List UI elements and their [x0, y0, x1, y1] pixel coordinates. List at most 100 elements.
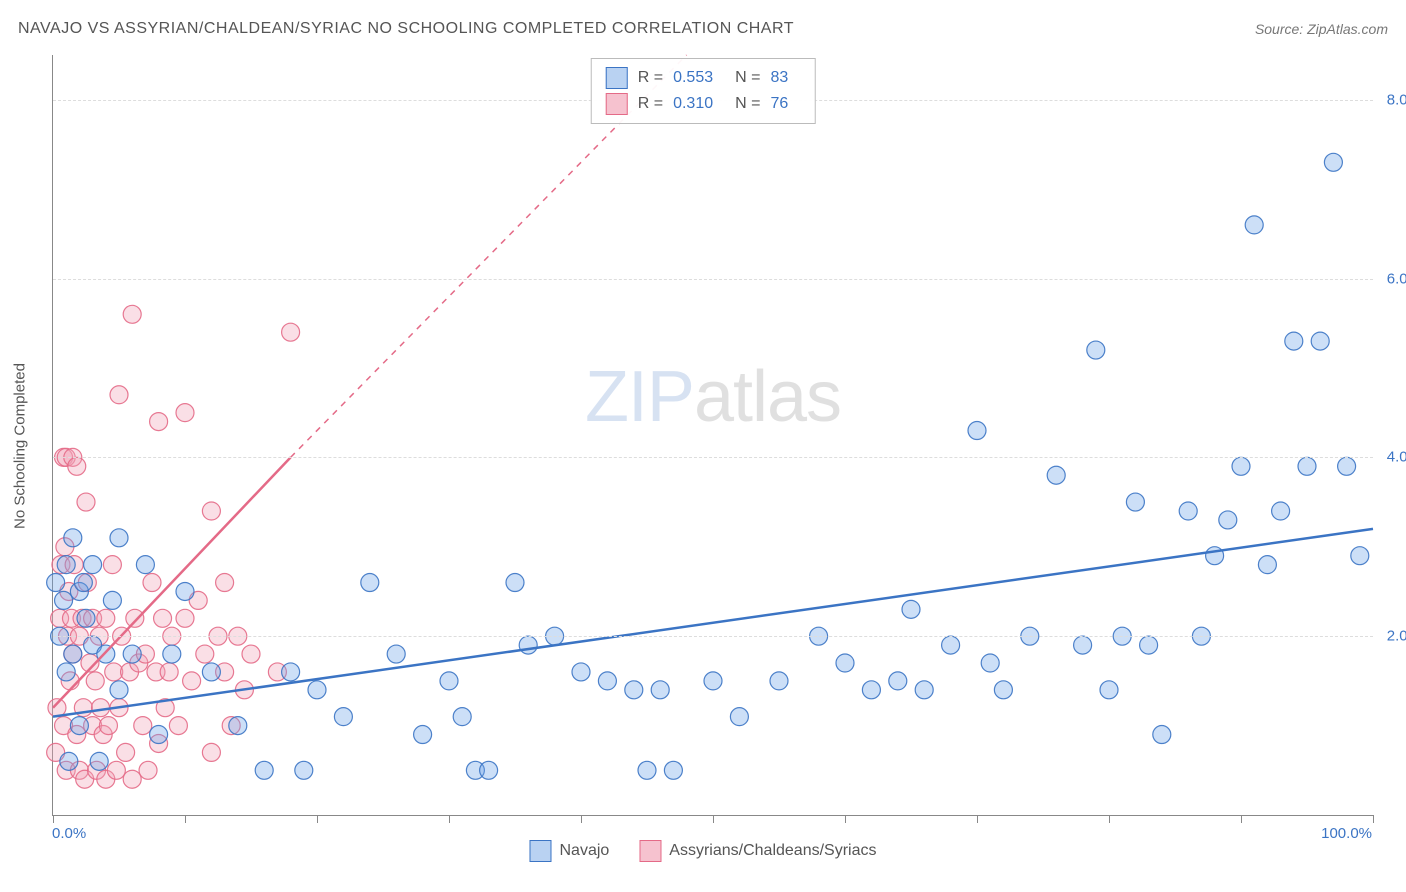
stat-n-label: N =	[735, 95, 760, 113]
scatter-plot	[53, 55, 1373, 815]
stat-r-value: 0.310	[673, 95, 713, 113]
data-point	[1338, 457, 1356, 475]
x-tick	[449, 815, 450, 823]
data-point	[295, 761, 313, 779]
stat-r-value: 0.553	[673, 69, 713, 87]
data-point	[68, 457, 86, 475]
stat-r-label: R =	[638, 95, 663, 113]
data-point	[196, 645, 214, 663]
data-point	[202, 502, 220, 520]
data-point	[651, 681, 669, 699]
data-point	[994, 681, 1012, 699]
data-point	[968, 422, 986, 440]
data-point	[123, 770, 141, 788]
data-point	[770, 672, 788, 690]
data-point	[163, 645, 181, 663]
series-swatch	[606, 93, 628, 115]
data-point	[598, 672, 616, 690]
source-credit: Source: ZipAtlas.com	[1255, 21, 1388, 37]
data-point	[84, 556, 102, 574]
data-point	[134, 717, 152, 735]
data-point	[1179, 502, 1197, 520]
data-point	[60, 752, 78, 770]
data-point	[1140, 636, 1158, 654]
data-point	[282, 323, 300, 341]
data-point	[176, 609, 194, 627]
data-point	[74, 574, 92, 592]
legend-label: Navajo	[559, 842, 609, 860]
data-point	[77, 609, 95, 627]
header: NAVAJO VS ASSYRIAN/CHALDEAN/SYRIAC NO SC…	[18, 20, 1388, 38]
data-point	[308, 681, 326, 699]
y-axis-label: No Schooling Completed	[12, 363, 29, 529]
x-tick	[581, 815, 582, 823]
stat-n-value: 76	[770, 95, 788, 113]
stats-legend-row: R = 0.553N = 83	[606, 65, 801, 91]
x-tick	[1373, 815, 1374, 823]
stats-legend-row: R = 0.310 N = 76	[606, 91, 801, 117]
x-tick	[713, 815, 714, 823]
legend-item: Assyrians/Chaldeans/Syriacs	[639, 840, 876, 862]
data-point	[387, 645, 405, 663]
data-point	[981, 654, 999, 672]
data-point	[136, 556, 154, 574]
data-point	[664, 761, 682, 779]
data-point	[480, 761, 498, 779]
data-point	[282, 663, 300, 681]
data-point	[1351, 547, 1369, 565]
x-tick	[185, 815, 186, 823]
data-point	[64, 529, 82, 547]
data-point	[255, 761, 273, 779]
data-point	[70, 717, 88, 735]
data-point	[889, 672, 907, 690]
legend-label: Assyrians/Chaldeans/Syriacs	[669, 842, 876, 860]
data-point	[47, 574, 65, 592]
data-point	[1298, 457, 1316, 475]
data-point	[229, 717, 247, 735]
x-tick	[1241, 815, 1242, 823]
data-point	[1074, 636, 1092, 654]
stats-legend: R = 0.553N = 83 R = 0.310 N = 76	[591, 58, 816, 124]
y-tick-label: 6.0%	[1387, 270, 1406, 287]
stat-n-value: 83	[770, 69, 788, 87]
x-tick	[845, 815, 846, 823]
chart-area: ZIPatlas 2.0%4.0%6.0%8.0%	[52, 55, 1373, 816]
data-point	[1219, 511, 1237, 529]
y-tick-label: 2.0%	[1387, 628, 1406, 645]
data-point	[1245, 216, 1263, 234]
legend-item: Navajo	[529, 840, 609, 862]
x-axis-max-label: 100.0%	[1321, 825, 1372, 842]
data-point	[453, 708, 471, 726]
data-point	[160, 663, 178, 681]
data-point	[176, 404, 194, 422]
series-swatch	[529, 840, 551, 862]
gridline	[53, 636, 1373, 637]
data-point	[64, 645, 82, 663]
data-point	[1047, 466, 1065, 484]
data-point	[334, 708, 352, 726]
data-point	[169, 717, 187, 735]
data-point	[90, 752, 108, 770]
data-point	[862, 681, 880, 699]
data-point	[176, 582, 194, 600]
data-point	[506, 574, 524, 592]
y-tick-label: 4.0%	[1387, 449, 1406, 466]
x-tick	[1109, 815, 1110, 823]
data-point	[1100, 681, 1118, 699]
x-tick	[53, 815, 54, 823]
data-point	[139, 761, 157, 779]
data-point	[143, 574, 161, 592]
data-point	[107, 761, 125, 779]
data-point	[519, 636, 537, 654]
data-point	[150, 413, 168, 431]
data-point	[625, 681, 643, 699]
data-point	[123, 645, 141, 663]
data-point	[92, 699, 110, 717]
data-point	[1311, 332, 1329, 350]
data-point	[242, 645, 260, 663]
x-tick	[977, 815, 978, 823]
data-point	[103, 591, 121, 609]
data-point	[361, 574, 379, 592]
data-point	[86, 672, 104, 690]
data-point	[1087, 341, 1105, 359]
